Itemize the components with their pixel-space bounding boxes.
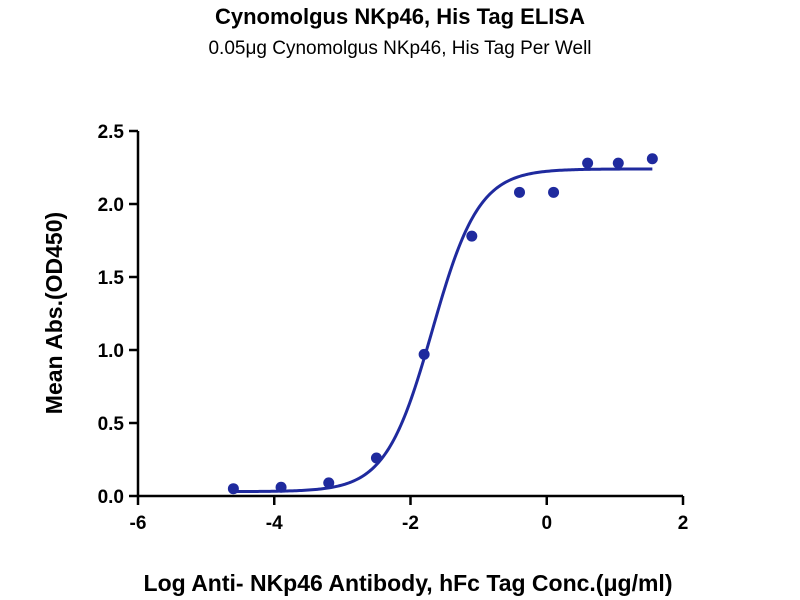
data-point	[612, 157, 624, 169]
data-point	[466, 230, 478, 242]
ticks: 0.0 0.5 1.0 1.5 2.0 2.5 -6 -4 -2 0 2	[98, 122, 689, 534]
y-tick-label: 0.0	[98, 487, 124, 508]
x-axis-label: Log Anti- NKp46 Antibody, hFc Tag Conc.(…	[144, 570, 673, 596]
y-axis-label: Mean Abs.(OD450)	[41, 212, 67, 414]
y-tick-label: 1.0	[98, 341, 124, 362]
data-point	[646, 153, 658, 165]
data-point	[548, 186, 560, 198]
data-points	[227, 153, 658, 495]
data-point	[582, 157, 594, 169]
fit-curve-layer	[233, 167, 653, 494]
x-tick-label: 0	[541, 513, 552, 534]
data-point	[514, 186, 525, 198]
fit-curve	[233, 167, 653, 494]
data-point	[275, 481, 287, 493]
data-point	[323, 477, 335, 489]
y-tick-label: 2.5	[98, 122, 125, 143]
chart-subtitle: 0.05μg Cynomolgus NKp46, His Tag Per Wel…	[208, 38, 592, 59]
x-tick-label: -4	[266, 513, 283, 534]
data-point	[418, 348, 430, 360]
x-tick-label: 2	[678, 513, 689, 534]
x-tick-label: -6	[130, 513, 147, 534]
y-tick-label: 2.0	[98, 195, 124, 216]
x-tick-label: -2	[402, 513, 419, 534]
y-tick-label: 1.5	[98, 268, 125, 289]
y-tick-label: 0.5	[98, 414, 125, 435]
data-point	[370, 452, 382, 464]
data-point	[227, 483, 239, 495]
axes	[136, 131, 683, 498]
chart-title: Cynomolgus NKp46, His Tag ELISA	[215, 4, 585, 29]
